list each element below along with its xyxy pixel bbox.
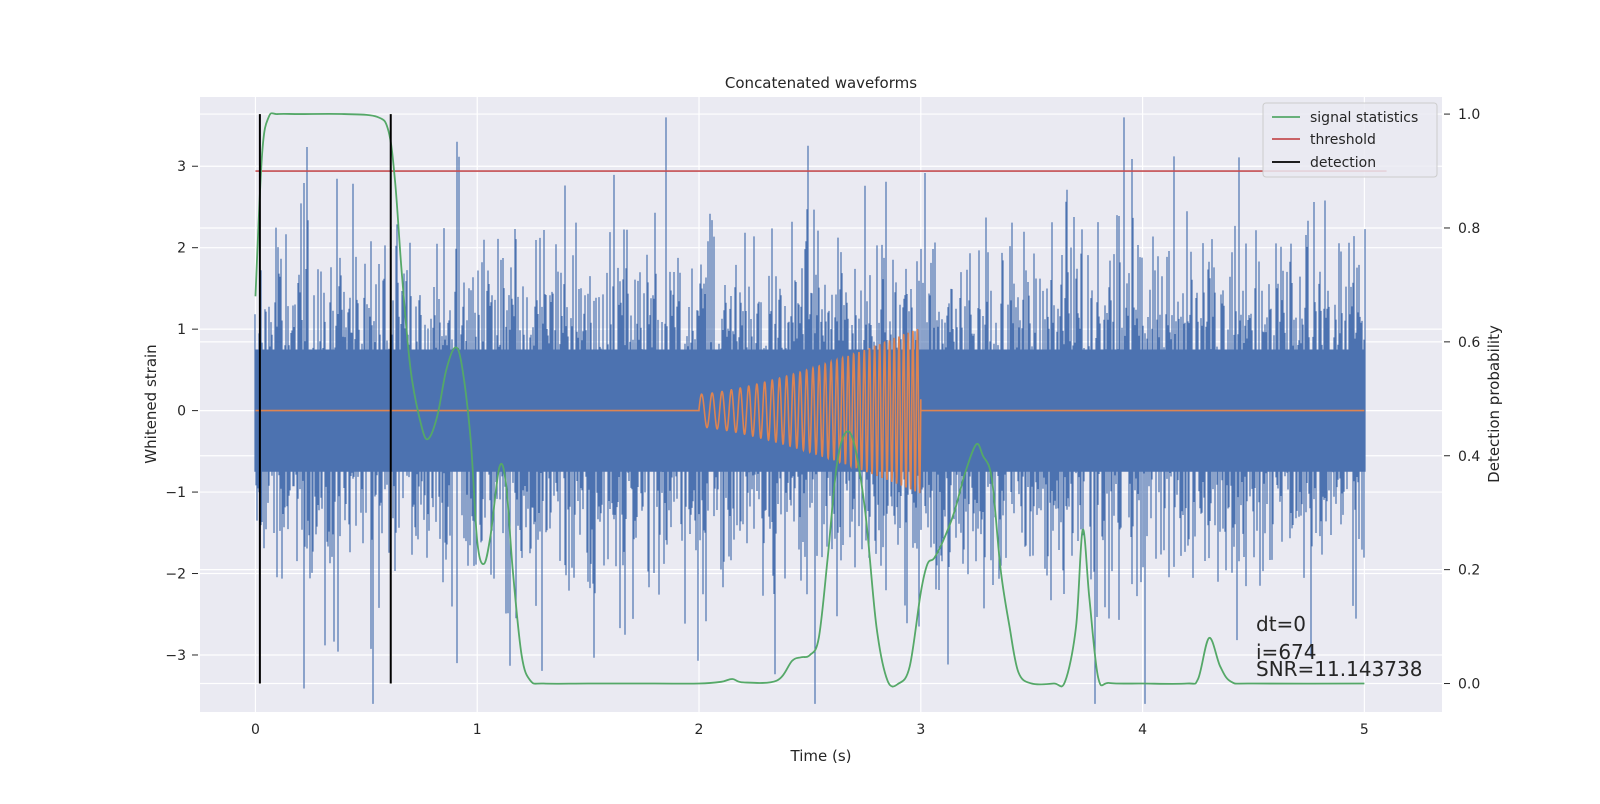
waveform-series-line (255, 328, 1365, 494)
x-tick-label: 2 (695, 722, 704, 738)
x-tick-label: 3 (916, 722, 925, 738)
y-tick-label: −1 (165, 485, 186, 501)
y-tick-label-right: 1.0 (1458, 107, 1480, 123)
y-tick-label: 1 (177, 322, 186, 338)
annotation-dt: dt=0 (1256, 612, 1306, 636)
x-axis-label: Time (s) (790, 747, 852, 765)
legend-box (1262, 102, 1438, 178)
y-tick-label: 3 (177, 159, 186, 175)
y-tick-label-right: 0.0 (1458, 677, 1480, 693)
annotation-snr: SNR=11.143738 (1256, 657, 1422, 681)
y-tick-label: −2 (165, 567, 186, 583)
y-axis-label: Whitened strain (142, 344, 160, 463)
x-tick-label: 4 (1138, 722, 1147, 738)
x-tick-label: 0 (251, 722, 260, 738)
y-tick-label-right: 0.6 (1458, 335, 1480, 351)
y-tick-label: −3 (165, 648, 186, 664)
y-tick-label-right: 0.4 (1458, 449, 1480, 465)
y-tick-label-right: 0.8 (1458, 221, 1480, 237)
y-tick-label-right: 0.2 (1458, 563, 1480, 579)
y-tick-label: 2 (177, 241, 186, 257)
y-axis-label-right: Detection probability (1485, 325, 1503, 483)
annotation-i: i=674 (1256, 640, 1317, 664)
legend-label-signal-statistics: signal statistics (1310, 110, 1418, 126)
x-tick-label: 5 (1360, 722, 1369, 738)
legend: signal statistics threshold detection (1262, 102, 1438, 178)
legend-label-threshold: threshold (1310, 132, 1376, 148)
chart-title: Concatenated waveforms (725, 74, 917, 92)
x-tick-label: 1 (473, 722, 482, 738)
series-layer (254, 112, 1387, 688)
axes-layer: 0 1 2 3 4 5 −3 −2 −1 0 1 2 3 0.0 0.2 0.4 0.6 0.8 1.0 (165, 107, 1480, 738)
legend-label-detection: detection (1310, 155, 1376, 171)
signal-statistics-line (254, 112, 1365, 688)
y-tick-label: 0 (177, 404, 186, 420)
